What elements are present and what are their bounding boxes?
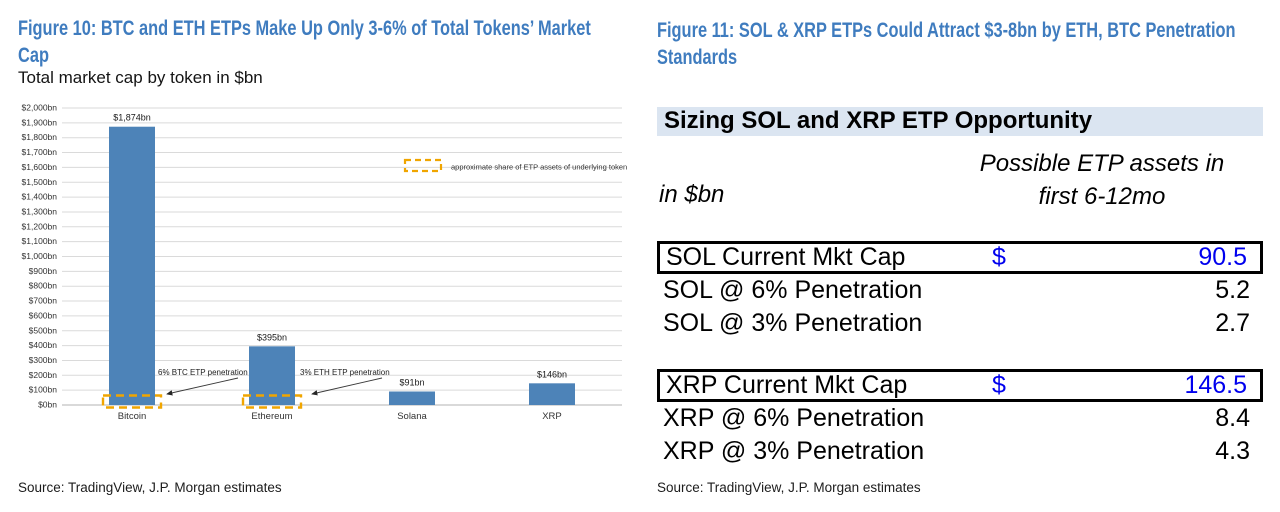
legend-label: approximate share of ETP assets of under… [451,163,627,172]
figure10-subtitle: Total market cap by token in $bn [18,68,263,87]
etp-share-highlight-box [241,394,303,409]
bar-value-label: $1,874bn [113,113,151,123]
y-tick-label: $2,000bn [22,103,58,113]
y-tick-label: $1,500bn [22,177,58,187]
annotation-label: 3% ETH ETP penetration [300,368,390,377]
y-tick-label: $100bn [29,385,58,395]
y-tick-label: $1,000bn [22,251,58,261]
y-tick-label: $1,400bn [22,192,58,202]
row-value: 90.5 [1198,243,1247,271]
row-label: SOL @ 6% Penetration [663,276,923,304]
row-label: XRP @ 6% Penetration [663,404,925,432]
etp-share-highlight-box [101,394,163,409]
row-value: 5.2 [1215,276,1250,304]
market-cap-bar-chart: $0bn $100bn $200bn $300bn $400bn $500bn $600bn… [22,103,628,423]
figure11-source: Source: TradingView, J.P. Morgan estimat… [657,480,921,495]
table-row: XRP @ 3% Penetration 4.3 [657,435,1263,468]
bar-value-label: $91bn [399,377,424,387]
row-currency-symbol: $ [992,243,1006,271]
row-value: 8.4 [1215,404,1250,432]
table-group-spacer [657,340,1263,369]
bar-bitcoin [109,126,155,405]
x-category-label: Ethereum [251,411,292,422]
y-tick-label: $1,600bn [22,162,58,172]
y-tick-label: $1,900bn [22,117,58,127]
row-value: 146.5 [1184,371,1247,399]
y-tick-label: $1,200bn [22,221,58,231]
row-value: 4.3 [1215,437,1250,465]
sizing-table: SOL Current Mkt Cap $90.5 SOL @ 6% Penetra… [657,241,1263,468]
y-tick-label: $1,100bn [22,236,58,246]
y-tick-label: $900bn [29,266,58,276]
y-tick-label: $500bn [29,325,58,335]
x-category-label: Solana [397,411,427,422]
table-row: XRP Current Mkt Cap $146.5 [657,369,1263,402]
value-col-header-line2: first 6-12mo [1038,183,1166,210]
y-tick-label: $800bn [29,281,58,291]
figure10-source: Source: TradingView, J.P. Morgan estimat… [18,480,282,495]
table-unit-label: in $bn [659,181,725,208]
annotation-arrow [166,377,239,396]
bar-value-label: $146bn [537,369,567,379]
figure10-title: Figure 10: BTC and ETH ETPs Make Up Only… [18,17,591,67]
table-row: SOL Current Mkt Cap $90.5 [657,241,1263,274]
legend-dashed-box-swatch [403,158,443,173]
annotation-label: 6% BTC ETP penetration [158,368,248,377]
table-header: Sizing SOL and XRP ETP Opportunity [657,107,1263,136]
row-label: XRP @ 3% Penetration [663,437,925,465]
table-row: SOL @ 6% Penetration 5.2 [657,274,1263,307]
x-category-label: XRP [542,411,562,422]
y-tick-label: $200bn [29,370,58,380]
row-label: SOL Current Mkt Cap [666,243,906,271]
row-value: 2.7 [1215,309,1250,337]
table-row: SOL @ 3% Penetration 2.7 [657,307,1263,340]
figure11-title: Figure 11: SOL & XRP ETPs Could Attract … [657,19,1236,69]
y-tick-label: $400bn [29,340,58,350]
bar-value-label: $395bn [257,332,287,342]
x-category-label: Bitcoin [118,411,147,422]
bar-solana [389,391,435,405]
y-tick-label: $1,300bn [22,206,58,216]
y-tick-label: $1,800bn [22,132,58,142]
table-row: XRP @ 6% Penetration 8.4 [657,402,1263,435]
row-label: SOL @ 3% Penetration [663,309,923,337]
y-tick-label: $0bn [38,400,57,410]
bar-xrp [529,383,575,405]
row-label: XRP Current Mkt Cap [666,371,908,399]
y-tick-label: $300bn [29,355,58,365]
annotation-arrow [311,377,383,396]
value-col-header-line1: Possible ETP assets in [979,150,1225,177]
table-value-column-header: Possible ETP assets in first 6-12mo [947,147,1257,213]
y-tick-label: $600bn [29,310,58,320]
row-currency-symbol: $ [992,371,1006,399]
y-tick-label: $700bn [29,296,58,306]
y-tick-label: $1,700bn [22,147,58,157]
